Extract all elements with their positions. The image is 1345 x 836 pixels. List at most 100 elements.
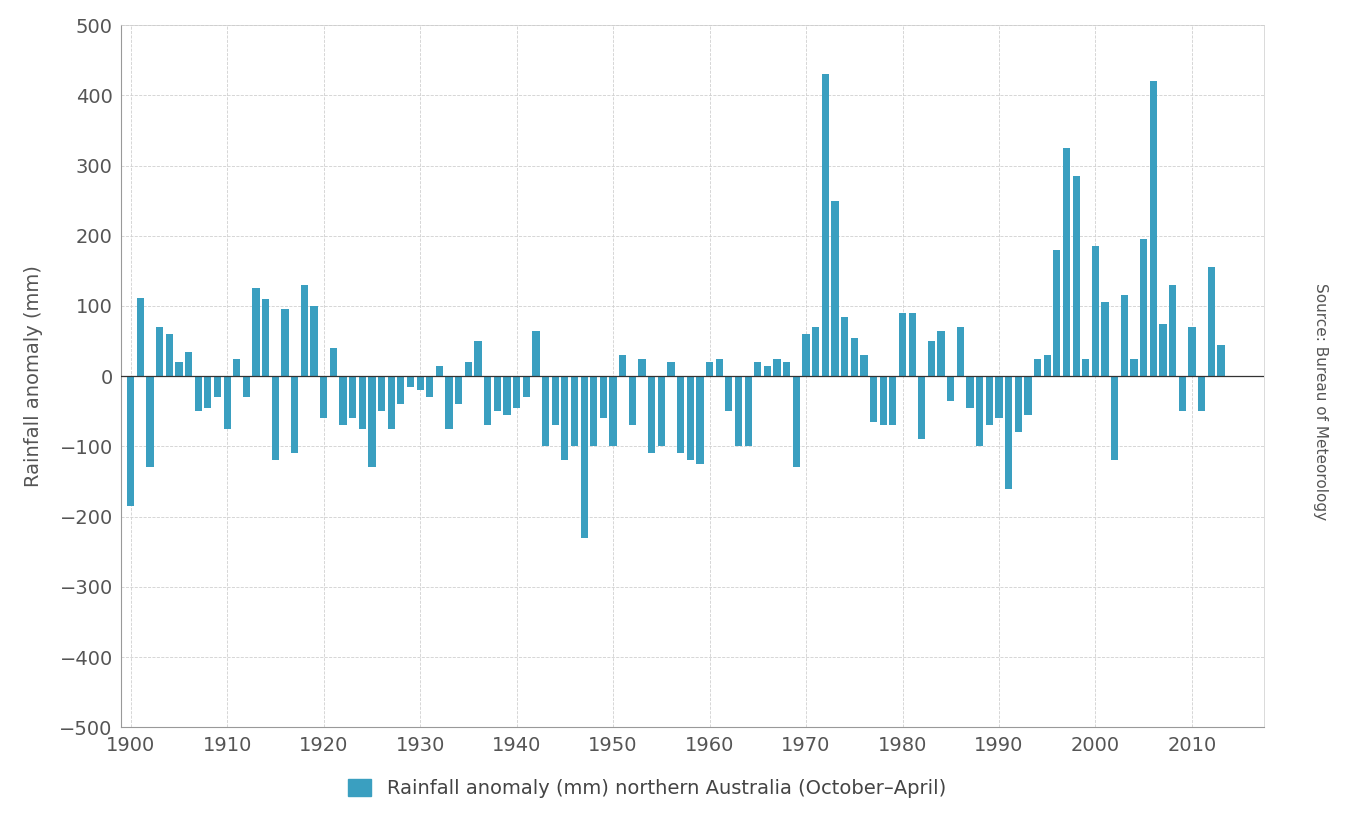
Bar	[947, 376, 955, 400]
Bar	[204, 376, 211, 408]
Bar	[455, 376, 463, 405]
Bar	[831, 201, 838, 376]
Bar	[320, 376, 327, 418]
Bar	[359, 376, 366, 429]
Bar	[734, 376, 742, 446]
Bar	[609, 376, 617, 446]
Bar	[291, 376, 299, 453]
Bar	[551, 376, 558, 426]
Bar	[378, 376, 385, 411]
Bar	[928, 341, 935, 376]
Bar	[503, 376, 511, 415]
Bar	[870, 376, 877, 422]
Bar	[475, 341, 482, 376]
Bar	[156, 327, 163, 376]
Bar	[745, 376, 752, 446]
Bar	[697, 376, 703, 464]
Bar	[243, 376, 250, 397]
Bar	[773, 359, 780, 376]
Bar	[233, 359, 241, 376]
Bar	[1217, 344, 1224, 376]
Bar	[986, 376, 993, 426]
Bar	[937, 330, 944, 376]
Bar	[272, 376, 278, 461]
Bar	[619, 355, 627, 376]
Bar	[484, 376, 491, 426]
Bar	[667, 362, 675, 376]
Bar	[426, 376, 433, 397]
Bar	[841, 317, 849, 376]
Bar	[1102, 303, 1108, 376]
Bar	[995, 376, 1002, 418]
Bar	[542, 376, 549, 446]
Bar	[1044, 355, 1050, 376]
Bar	[1130, 359, 1138, 376]
Bar	[687, 376, 694, 461]
Bar	[850, 338, 858, 376]
Bar	[175, 362, 183, 376]
Bar	[1063, 148, 1071, 376]
Bar	[639, 359, 646, 376]
Bar	[417, 376, 424, 390]
Bar	[387, 376, 395, 429]
Bar	[706, 362, 713, 376]
Bar	[1178, 376, 1186, 411]
Bar	[648, 376, 655, 453]
Bar	[755, 362, 761, 376]
Bar	[822, 74, 829, 376]
Bar	[658, 376, 664, 446]
Bar	[214, 376, 221, 397]
Bar	[165, 334, 174, 376]
Bar	[590, 376, 597, 446]
Bar	[1120, 295, 1128, 376]
Bar	[494, 376, 500, 411]
Bar	[1208, 268, 1215, 376]
Bar	[1198, 376, 1205, 411]
Bar	[126, 376, 134, 506]
Bar	[600, 376, 607, 418]
Bar	[186, 352, 192, 376]
Bar	[898, 313, 907, 376]
Bar	[792, 376, 800, 467]
Bar	[311, 306, 317, 376]
Bar	[1053, 250, 1060, 376]
Bar	[137, 298, 144, 376]
Bar	[1169, 285, 1177, 376]
Bar	[561, 376, 569, 461]
Bar	[861, 355, 868, 376]
Bar	[956, 327, 964, 376]
Bar	[976, 376, 983, 446]
Bar	[397, 376, 405, 405]
Bar	[1159, 324, 1166, 376]
Legend: Rainfall anomaly (mm) northern Australia (October–April): Rainfall anomaly (mm) northern Australia…	[348, 779, 946, 798]
Bar	[908, 313, 916, 376]
Bar	[1141, 239, 1147, 376]
Bar	[195, 376, 202, 411]
Bar	[1005, 376, 1013, 488]
Bar	[889, 376, 897, 426]
Bar	[570, 376, 578, 446]
Text: Source: Bureau of Meteorology: Source: Bureau of Meteorology	[1313, 283, 1329, 520]
Bar	[1189, 327, 1196, 376]
Bar	[369, 376, 375, 467]
Bar	[803, 334, 810, 376]
Bar	[147, 376, 153, 467]
Bar	[223, 376, 231, 429]
Bar	[262, 299, 269, 376]
Bar	[581, 376, 588, 538]
Bar	[764, 365, 771, 376]
Bar	[512, 376, 521, 408]
Bar	[533, 330, 539, 376]
Bar	[1111, 376, 1119, 461]
Bar	[281, 309, 289, 376]
Bar	[406, 376, 414, 387]
Bar	[330, 348, 336, 376]
Bar	[1092, 247, 1099, 376]
Bar	[1034, 359, 1041, 376]
Bar	[1150, 81, 1157, 376]
Bar	[967, 376, 974, 408]
Bar	[919, 376, 925, 440]
Bar	[677, 376, 685, 453]
Bar	[301, 285, 308, 376]
Bar	[523, 376, 530, 397]
